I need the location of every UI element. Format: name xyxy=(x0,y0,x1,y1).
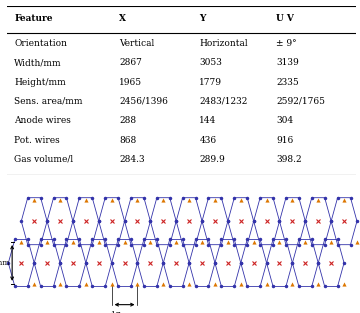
Text: 2483/1232: 2483/1232 xyxy=(199,97,248,106)
Text: 284.3: 284.3 xyxy=(119,155,145,164)
Text: 3053: 3053 xyxy=(199,58,222,67)
Text: 17 mm: 17 mm xyxy=(111,311,138,313)
Text: X: X xyxy=(119,14,126,23)
Text: 398.2: 398.2 xyxy=(276,155,302,164)
Text: 916: 916 xyxy=(276,136,293,145)
Text: Feature: Feature xyxy=(14,14,53,23)
Text: 3139: 3139 xyxy=(276,58,299,67)
Text: Sens. area/mm: Sens. area/mm xyxy=(14,97,83,106)
Text: Anode wires: Anode wires xyxy=(14,116,71,125)
Text: 304: 304 xyxy=(276,116,293,125)
Text: 1965: 1965 xyxy=(119,78,142,87)
Text: ± 9°: ± 9° xyxy=(276,39,297,48)
Text: 144: 144 xyxy=(199,116,216,125)
Text: Horizontal: Horizontal xyxy=(199,39,248,48)
Text: 288: 288 xyxy=(119,116,136,125)
Text: 868: 868 xyxy=(119,136,136,145)
Text: U V: U V xyxy=(276,14,294,23)
Text: Pot. wires: Pot. wires xyxy=(14,136,60,145)
Text: Orientation: Orientation xyxy=(14,39,67,48)
Text: 2335: 2335 xyxy=(276,78,299,87)
Text: Gas volume/l: Gas volume/l xyxy=(14,155,73,164)
Text: Height/mm: Height/mm xyxy=(14,78,66,87)
Text: Vertical: Vertical xyxy=(119,39,154,48)
Text: 2456/1396: 2456/1396 xyxy=(119,97,168,106)
Text: 289.9: 289.9 xyxy=(199,155,225,164)
Text: Y: Y xyxy=(199,14,206,23)
Text: 5 mm: 5 mm xyxy=(0,259,10,267)
Text: 2867: 2867 xyxy=(119,58,142,67)
Text: 436: 436 xyxy=(199,136,216,145)
Text: 1779: 1779 xyxy=(199,78,222,87)
Text: 2592/1765: 2592/1765 xyxy=(276,97,325,106)
Text: Width/mm: Width/mm xyxy=(14,58,62,67)
